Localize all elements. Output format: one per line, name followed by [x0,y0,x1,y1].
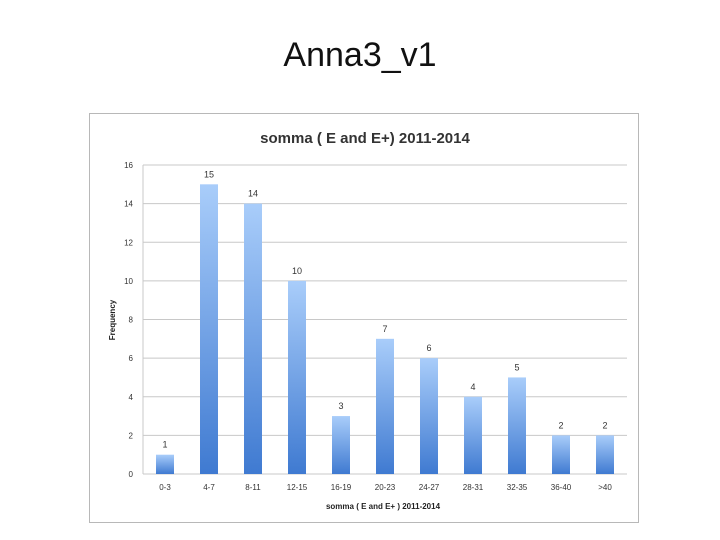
x-tick-label: 8-11 [245,483,261,492]
bar-28-31 [464,396,482,474]
data-label: 4 [470,382,475,392]
data-label: 1 [162,440,167,450]
y-tick-label: 2 [129,431,134,440]
bar-20-23 [376,338,394,474]
y-tick-label: 16 [124,161,133,170]
data-label: 2 [602,420,607,430]
data-label: 15 [204,169,214,179]
x-tick-label: 24-27 [419,483,440,492]
x-tick-label: 16-19 [331,483,352,492]
x-tick-label: 4-7 [203,483,215,492]
y-tick-label: 8 [129,316,134,325]
x-tick-label: 28-31 [463,483,484,492]
y-tick-label: 6 [129,354,134,363]
bar->40 [596,435,614,474]
x-tick-label: 36-40 [551,483,572,492]
bar-8-11 [244,203,262,474]
x-axis-label: somma ( E and E+ ) 2011-2014 [326,502,441,511]
y-tick-label: 14 [124,200,133,209]
data-label: 2 [558,420,563,430]
bar-4-7 [200,184,218,474]
bar-chart: somma ( E and E+) 2011-2014 024681012141… [108,130,627,511]
y-axis-label: Frequency [108,299,117,340]
bar-36-40 [552,435,570,474]
y-tick-label: 4 [129,393,134,402]
x-tick-label: 0-3 [159,483,171,492]
y-axis-ticks: 0 2 4 6 8 10 12 14 16 [124,161,133,479]
data-label: 7 [382,324,387,334]
bar-12-15 [288,280,306,474]
x-tick-label: 12-15 [287,483,308,492]
y-tick-label: 0 [129,470,134,479]
bars [156,184,614,474]
chart-frame: somma ( E and E+) 2011-2014 0 2 4 6 8 10 12 14 1… [89,113,639,523]
data-label: 3 [338,401,343,411]
x-tick-label: 32-35 [507,483,528,492]
x-axis-ticks: 0-3 4-7 8-11 12-15 16-19 20-23 24-27 28-31 32-35… [159,483,612,492]
x-tick-label: 20-23 [375,483,396,492]
bar-16-19 [332,416,350,474]
data-label: 14 [248,189,258,199]
chart-title: somma ( E and E+) 2011-2014 [260,130,470,147]
gridlines [142,164,627,475]
data-label: 10 [292,266,302,276]
data-label: 6 [426,343,431,353]
x-tick-label: >40 [598,483,612,492]
y-tick-label: 12 [124,238,133,247]
bar-0-3 [156,454,174,474]
bar-24-27 [420,358,438,474]
y-tick-label: 10 [124,277,133,286]
bar-32-35 [508,377,526,474]
data-labels: 1 15 14 10 3 7 6 4 5 2 2 [162,169,607,449]
data-label: 5 [514,362,519,372]
slide-title: Anna3_v1 [283,36,437,74]
